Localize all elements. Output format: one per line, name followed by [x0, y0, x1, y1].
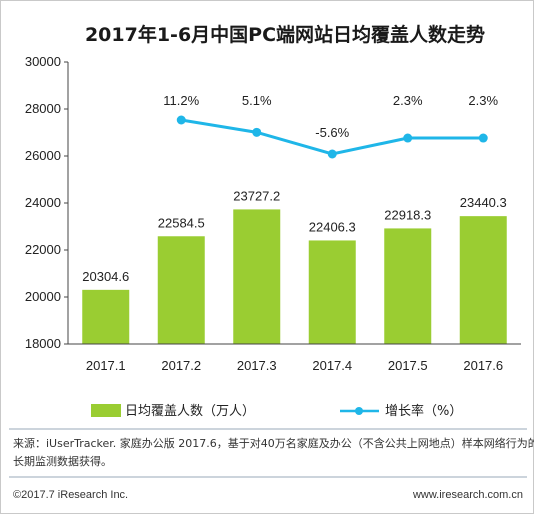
growth-value-label: 11.2%: [163, 93, 199, 108]
growth-value-label: -5.6%: [315, 125, 349, 140]
y-tick-label: 18000: [25, 336, 61, 351]
x-tick-label: 2017.2: [161, 358, 201, 373]
bar: [82, 289, 130, 344]
bar-value-label: 22406.3: [309, 219, 356, 234]
bar-value-label: 20304.6: [82, 269, 129, 284]
growth-point: [252, 127, 262, 137]
growth-point: [176, 115, 186, 125]
growth-value-label: 2.3%: [468, 93, 498, 108]
bar-series: 20304.6 22584.5 23727.2 22406.3 22918.3 23440…: [82, 188, 507, 344]
legend-bar-swatch: [91, 404, 121, 417]
bar: [233, 209, 281, 344]
footer-copyright: ©2017.7 iResearch Inc.: [13, 489, 128, 501]
y-tick-label: 22000: [25, 242, 61, 257]
footer-website: www.iresearch.com.cn: [412, 489, 523, 501]
growth-point: [327, 149, 337, 159]
bar: [459, 216, 507, 344]
legend: 日均覆盖人数（万人） 增长率（%）: [91, 403, 462, 419]
x-tick-label: 2017.4: [312, 358, 352, 373]
legend-line-label: 增长率（%）: [385, 403, 462, 419]
source-line-2: 长期监测数据获得。: [13, 454, 112, 468]
legend-bar-label: 日均覆盖人数（万人）: [125, 404, 255, 419]
chart-title: 2017年1-6月中国PC端网站日均覆盖人数走势: [85, 23, 485, 46]
x-tick-label: 2017.6: [463, 358, 503, 373]
growth-value-label: 5.1%: [242, 93, 272, 108]
x-tick-label: 2017.3: [237, 358, 277, 373]
growth-point: [478, 133, 488, 143]
y-tick-label: 30000: [25, 54, 61, 69]
growth-value-label: 2.3%: [393, 93, 423, 108]
source-line-1: 来源：iUserTracker. 家庭办公版 2017.6，基于对40万名家庭及…: [13, 436, 534, 450]
bar-value-label: 23440.3: [460, 195, 507, 210]
x-tick-label: 2017.1: [86, 358, 126, 373]
bar: [157, 236, 205, 344]
y-tick-label: 26000: [25, 148, 61, 163]
y-axis: 18000 20000 22000 24000 26000 28000 30000: [25, 54, 69, 351]
x-tick-label: 2017.5: [388, 358, 428, 373]
bar-value-label: 22584.5: [158, 215, 205, 230]
x-axis: 2017.1 2017.2 2017.3 2017.4 2017.5 2017.6: [68, 343, 521, 373]
line-series: 11.2% 5.1% -5.6% 2.3% 2.3%: [163, 93, 499, 159]
bar: [384, 228, 432, 344]
legend-line-marker: [355, 407, 363, 415]
bar: [308, 240, 356, 344]
y-tick-label: 28000: [25, 101, 61, 116]
growth-point: [403, 133, 413, 143]
y-tick-label: 20000: [25, 289, 61, 304]
bar-value-label: 23727.2: [233, 188, 280, 203]
y-tick-label: 24000: [25, 195, 61, 210]
bar-value-label: 22918.3: [384, 207, 431, 222]
